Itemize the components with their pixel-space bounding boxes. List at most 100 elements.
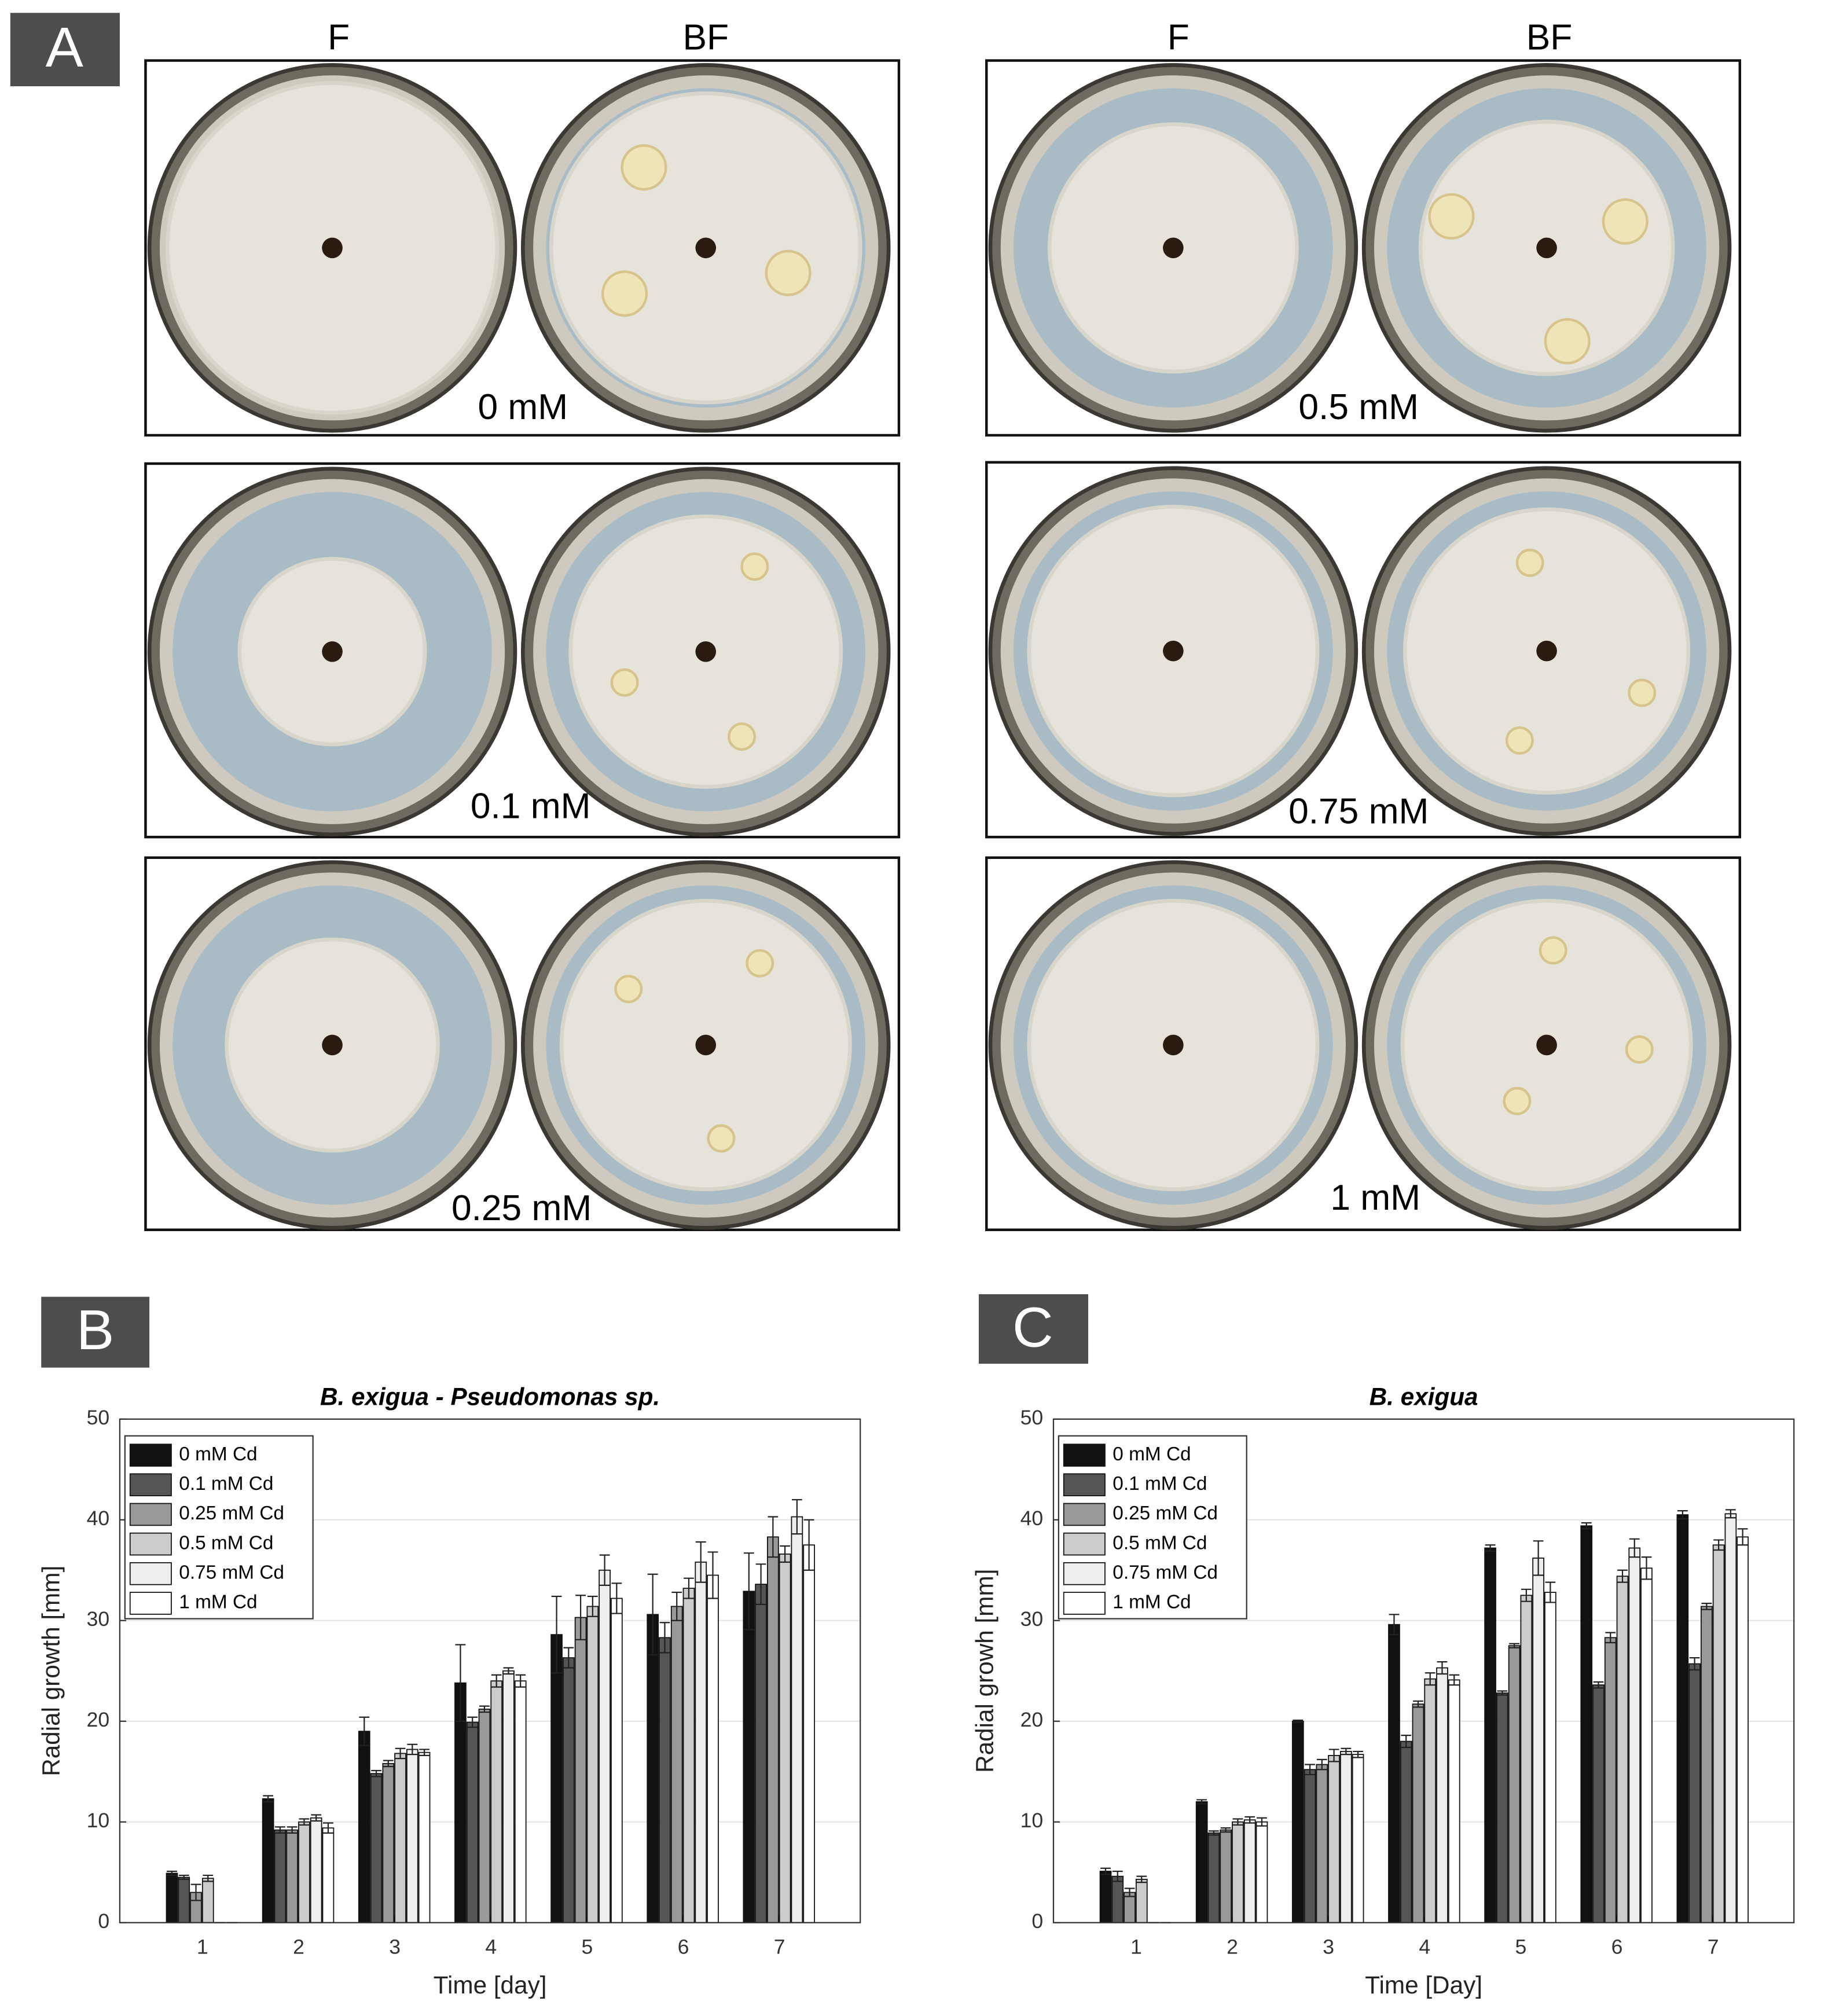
error-bar bbox=[1545, 1581, 1556, 1603]
error-bar bbox=[479, 1705, 490, 1713]
legend-swatch bbox=[1063, 1562, 1106, 1585]
bar bbox=[1243, 1819, 1256, 1923]
legend-label: 0 mM Cd bbox=[179, 1444, 257, 1465]
y-tick-label: 10 bbox=[87, 1809, 110, 1832]
x-tick-label: 2 bbox=[1227, 1936, 1238, 1959]
bar bbox=[262, 1798, 274, 1923]
error-bar bbox=[1509, 1643, 1520, 1648]
inoculum bbox=[1163, 1034, 1184, 1056]
error-bar bbox=[203, 1874, 214, 1882]
plate-label: 0.5 mM bbox=[1298, 387, 1419, 427]
error-bar bbox=[311, 1814, 322, 1822]
error-bar bbox=[1305, 1764, 1315, 1776]
error-bar bbox=[359, 1716, 370, 1746]
bar bbox=[286, 1829, 299, 1923]
bar bbox=[1255, 1821, 1268, 1923]
error-bar bbox=[1401, 1734, 1412, 1749]
panel-label-box bbox=[41, 1297, 150, 1368]
bar bbox=[1291, 1720, 1304, 1923]
y-tick-label: 20 bbox=[1020, 1708, 1044, 1731]
panel-a: 0 mM 0.1 mM 0.25 mM 0.5 mM 0.75 mM 1 mM F BF F BF bbox=[144, 17, 1742, 1231]
error-bar bbox=[1413, 1700, 1423, 1708]
bacterial-colony bbox=[1515, 548, 1544, 577]
bar bbox=[670, 1606, 683, 1923]
bacterial-colony bbox=[1505, 726, 1534, 755]
inoculum bbox=[695, 237, 717, 259]
bar bbox=[502, 1670, 515, 1923]
bar bbox=[370, 1773, 383, 1923]
bar bbox=[310, 1817, 322, 1923]
bar bbox=[695, 1561, 707, 1923]
error-bar bbox=[684, 1577, 694, 1599]
x-tick-label: 7 bbox=[1708, 1936, 1719, 1959]
x-tick-label: 6 bbox=[678, 1936, 689, 1959]
inoculum bbox=[1163, 640, 1184, 662]
error-bar bbox=[803, 1519, 814, 1571]
legend-label: 0.5 mM Cd bbox=[1113, 1532, 1207, 1554]
bar bbox=[562, 1657, 575, 1923]
bar bbox=[647, 1614, 659, 1923]
error-bar bbox=[1449, 1674, 1460, 1686]
bar bbox=[779, 1554, 791, 1923]
bacterial-colony bbox=[601, 270, 648, 317]
bar bbox=[1328, 1754, 1340, 1923]
bar bbox=[1676, 1514, 1689, 1923]
x-tick-label: 4 bbox=[485, 1936, 497, 1959]
bacterial-colony bbox=[1602, 198, 1649, 245]
bar bbox=[1339, 1751, 1352, 1923]
column-header: BF bbox=[682, 17, 729, 57]
bar bbox=[1448, 1679, 1460, 1923]
error-bar bbox=[190, 1883, 201, 1901]
error-bar bbox=[1593, 1681, 1604, 1689]
bar bbox=[166, 1872, 178, 1923]
x-tick-label: 4 bbox=[1419, 1936, 1430, 1959]
error-bar bbox=[1220, 1827, 1231, 1833]
error-bar bbox=[755, 1563, 766, 1606]
error-bar bbox=[1581, 1522, 1592, 1530]
legend-swatch bbox=[129, 1444, 172, 1467]
y-tick-label: 10 bbox=[1020, 1809, 1044, 1832]
error-bar bbox=[659, 1622, 670, 1654]
bacterial-colony bbox=[1539, 936, 1567, 965]
error-bar bbox=[1112, 1870, 1123, 1882]
bar bbox=[599, 1569, 611, 1923]
inoculum bbox=[322, 237, 343, 259]
error-bar bbox=[1629, 1538, 1640, 1558]
error-bar bbox=[695, 1541, 706, 1583]
bar bbox=[1352, 1754, 1364, 1923]
error-bar bbox=[1124, 1888, 1135, 1897]
bar bbox=[1412, 1703, 1425, 1923]
error-bar bbox=[1100, 1867, 1111, 1875]
error-bar bbox=[1605, 1632, 1616, 1644]
bacterial-colony bbox=[621, 144, 667, 191]
panel-label: A bbox=[46, 15, 84, 79]
x-tick-label: 2 bbox=[293, 1936, 304, 1959]
bar bbox=[755, 1584, 767, 1923]
legend-swatch bbox=[1063, 1503, 1106, 1526]
panel-label-box bbox=[10, 13, 120, 87]
error-bar bbox=[1353, 1750, 1363, 1758]
error-bar bbox=[587, 1595, 598, 1617]
error-bar bbox=[503, 1667, 514, 1675]
legend-swatch bbox=[1063, 1473, 1106, 1497]
error-bar bbox=[178, 1874, 189, 1880]
plate-label: 0.75 mM bbox=[1288, 792, 1429, 832]
column-header: F bbox=[1168, 17, 1189, 57]
error-bar bbox=[1196, 1799, 1207, 1805]
error-bar bbox=[299, 1818, 310, 1826]
x-tick-label: 3 bbox=[1323, 1936, 1334, 1959]
y-tick-label: 50 bbox=[87, 1406, 110, 1429]
legend-swatch bbox=[1063, 1444, 1106, 1467]
legend-label: 0.25 mM Cd bbox=[179, 1503, 284, 1524]
bar bbox=[298, 1821, 310, 1923]
error-bar bbox=[707, 1551, 718, 1599]
error-bar bbox=[599, 1554, 610, 1586]
error-bar bbox=[455, 1644, 466, 1722]
error-bar bbox=[1641, 1556, 1652, 1580]
y-tick-label: 40 bbox=[1020, 1507, 1044, 1530]
axes-frame bbox=[1052, 1418, 1795, 1923]
bar bbox=[418, 1751, 431, 1923]
inoculum bbox=[1163, 237, 1184, 259]
x-tick-label: 3 bbox=[389, 1936, 401, 1959]
legend-swatch bbox=[1063, 1592, 1106, 1615]
